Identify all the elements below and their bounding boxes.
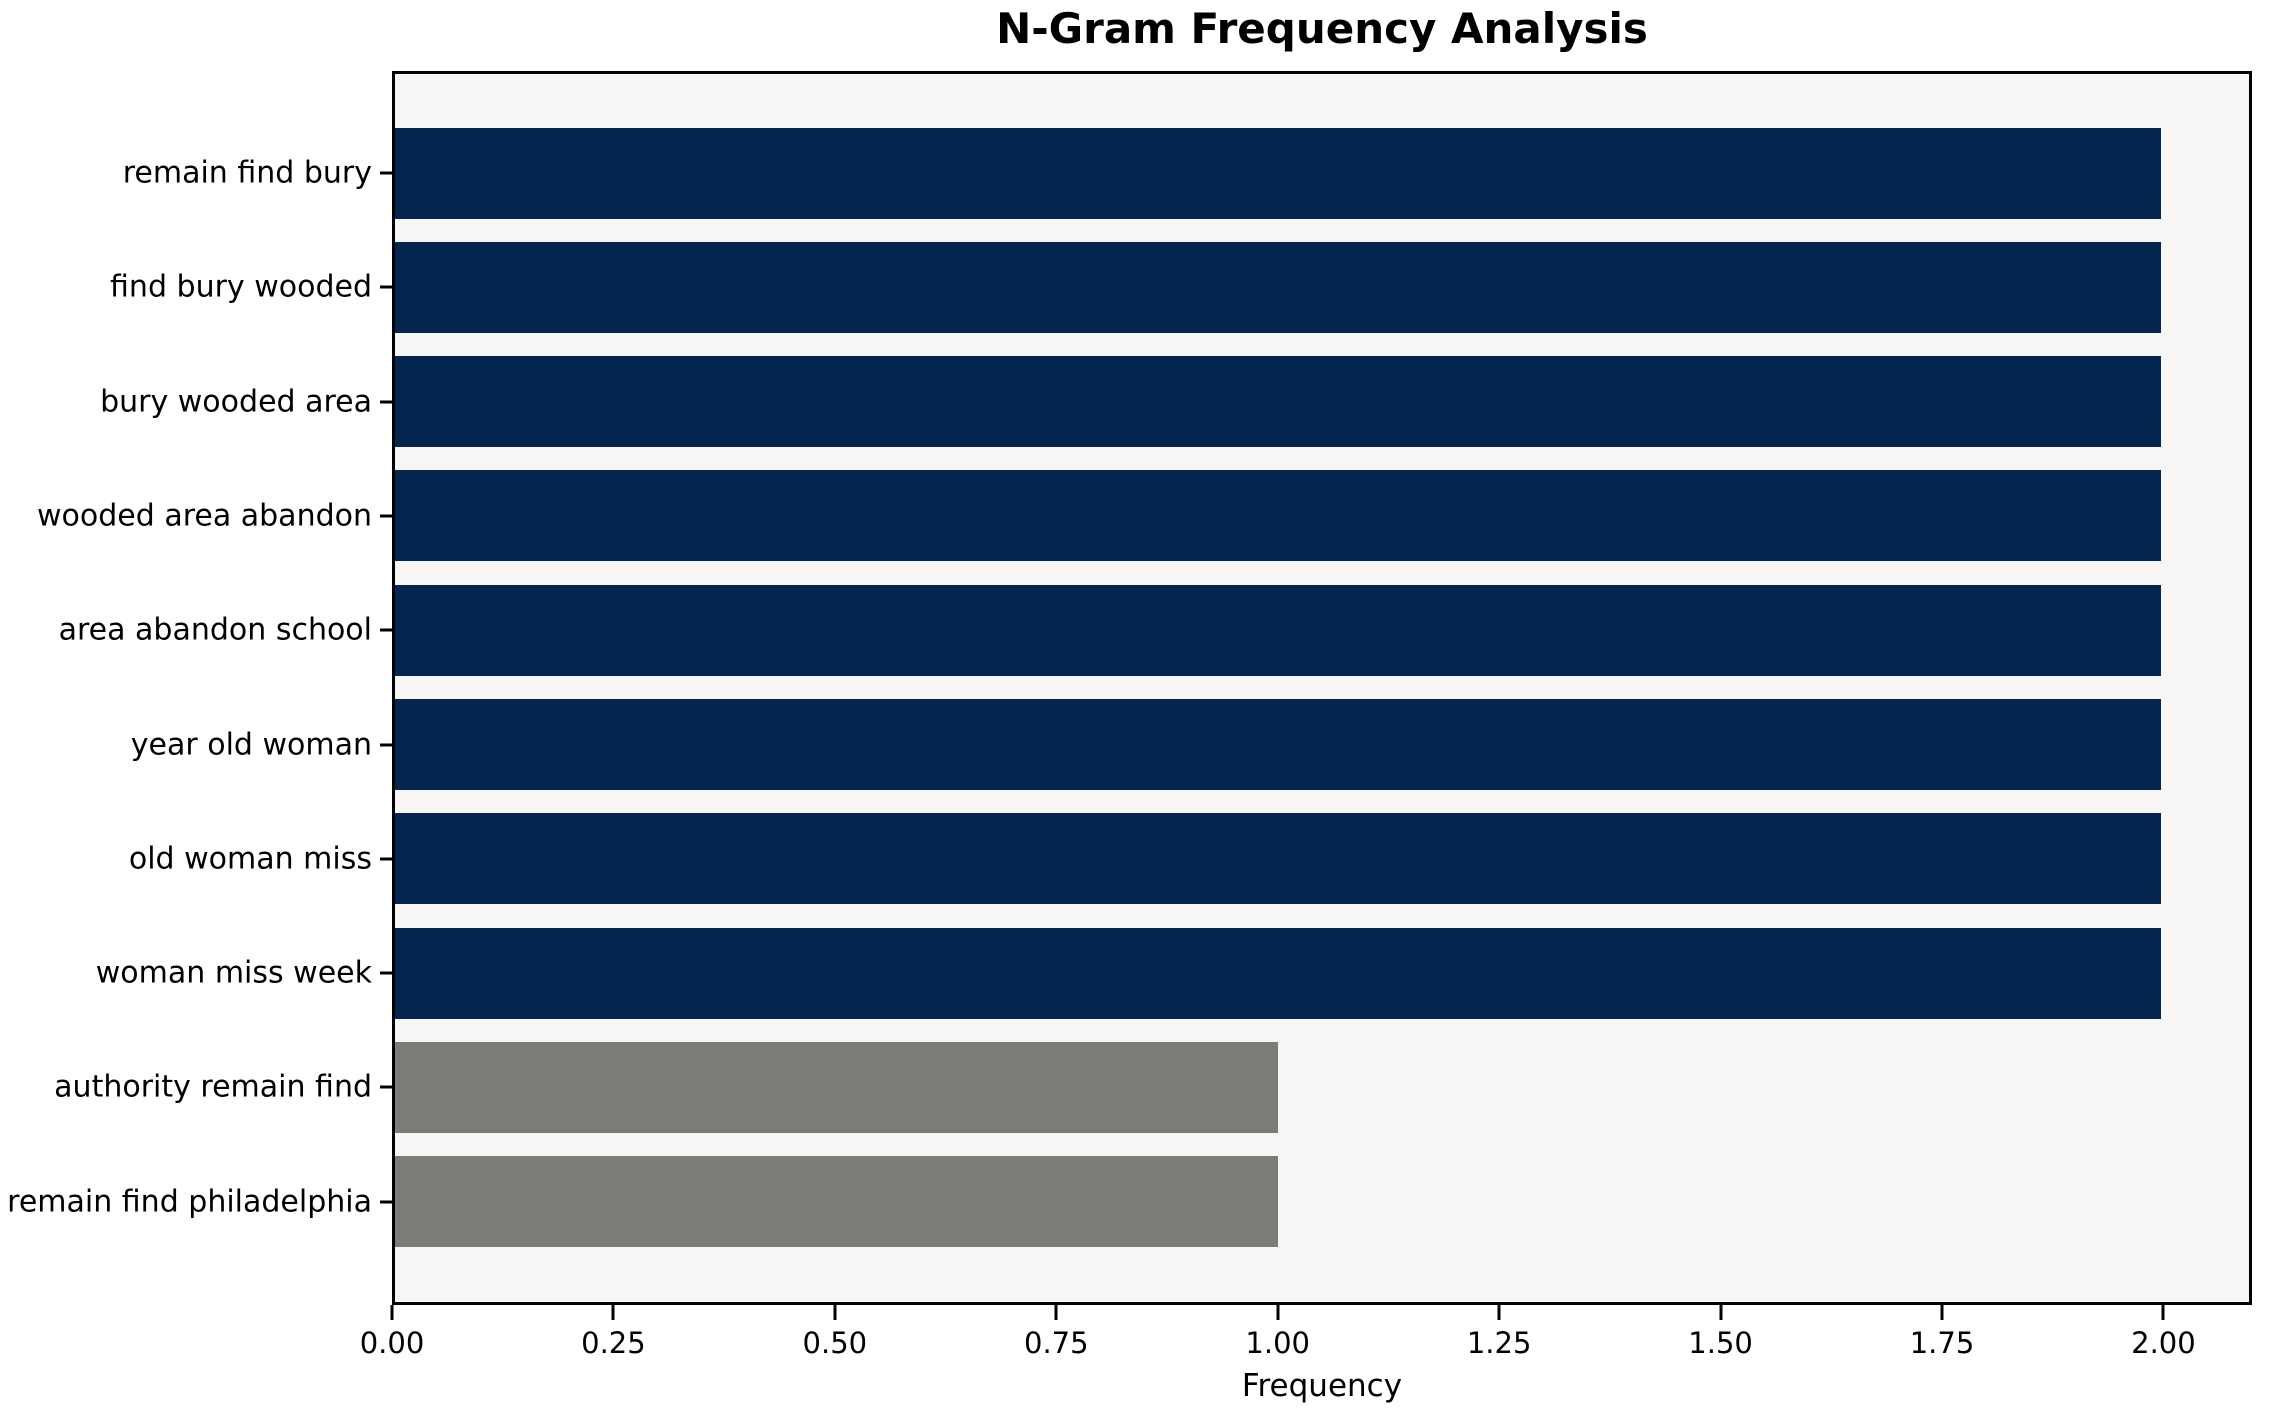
y-tick-label: remain find bury	[122, 155, 372, 191]
y-tick-mark	[380, 743, 392, 746]
bar	[395, 813, 2161, 905]
bar	[395, 584, 2161, 676]
x-tick-mark	[833, 1305, 837, 1320]
plot-area	[392, 71, 2252, 1305]
y-tick-mark	[380, 171, 392, 175]
bar	[395, 927, 2161, 1019]
y-tick-mark	[380, 857, 392, 861]
x-tick-mark	[1054, 1305, 1058, 1320]
x-tick-label: 0.25	[581, 1326, 646, 1360]
y-tick-label: find bury wooded	[110, 269, 372, 305]
x-tick-mark	[611, 1305, 615, 1320]
x-tick-label: 0.00	[359, 1326, 425, 1360]
x-tick-mark	[1276, 1305, 1280, 1320]
bar	[395, 1156, 1278, 1248]
y-tick-mark	[380, 285, 392, 289]
y-tick-label: authority remain find	[54, 1069, 372, 1105]
x-tick-mark	[1719, 1305, 1723, 1320]
bar	[395, 1041, 1278, 1133]
y-tick-mark	[380, 400, 392, 404]
x-tick-label: 0.50	[802, 1326, 868, 1360]
bar	[395, 699, 2161, 790]
bar	[395, 356, 2161, 448]
y-tick-mark	[380, 971, 392, 975]
x-tick-label: 1.75	[1909, 1326, 1975, 1360]
y-tick-label: area abandon school	[58, 612, 372, 648]
x-tick-label: 1.25	[1466, 1326, 1532, 1360]
y-tick-label: bury wooded area	[100, 384, 372, 420]
x-tick-mark	[390, 1305, 394, 1320]
bar	[395, 241, 2161, 333]
chart-title: N-Gram Frequency Analysis	[996, 4, 1648, 53]
y-tick-label: woman miss week	[95, 955, 372, 991]
y-tick-mark	[380, 628, 392, 632]
x-tick-label: 1.50	[1688, 1326, 1753, 1360]
x-tick-mark	[1497, 1305, 1501, 1320]
y-tick-label: wooded area abandon	[37, 498, 372, 534]
bar	[395, 470, 2161, 562]
y-tick-label: remain find philadelphia	[7, 1184, 372, 1220]
x-tick-label: 1.00	[1245, 1326, 1310, 1360]
y-tick-label: year old woman	[130, 727, 372, 762]
y-tick-mark	[380, 1200, 392, 1204]
x-tick-mark	[1940, 1305, 1944, 1320]
x-tick-label: 2.00	[2131, 1326, 2196, 1360]
x-axis-label: Frequency	[1241, 1368, 1403, 1404]
x-tick-mark	[2161, 1305, 2165, 1320]
y-tick-mark	[380, 1085, 392, 1089]
bar	[395, 127, 2161, 219]
y-tick-label: old woman miss	[128, 841, 372, 877]
y-tick-mark	[380, 514, 392, 518]
x-tick-label: 0.75	[1023, 1326, 1089, 1360]
